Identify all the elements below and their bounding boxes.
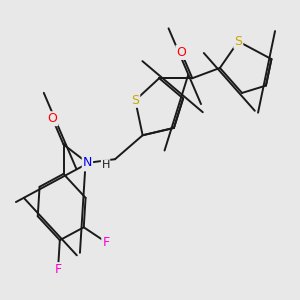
Text: O: O xyxy=(47,112,57,125)
Text: F: F xyxy=(102,236,110,248)
Text: S: S xyxy=(234,35,242,48)
Text: H: H xyxy=(101,160,110,170)
Text: O: O xyxy=(176,46,186,59)
Text: N: N xyxy=(83,156,92,170)
Text: F: F xyxy=(54,263,61,276)
Text: S: S xyxy=(131,94,139,107)
